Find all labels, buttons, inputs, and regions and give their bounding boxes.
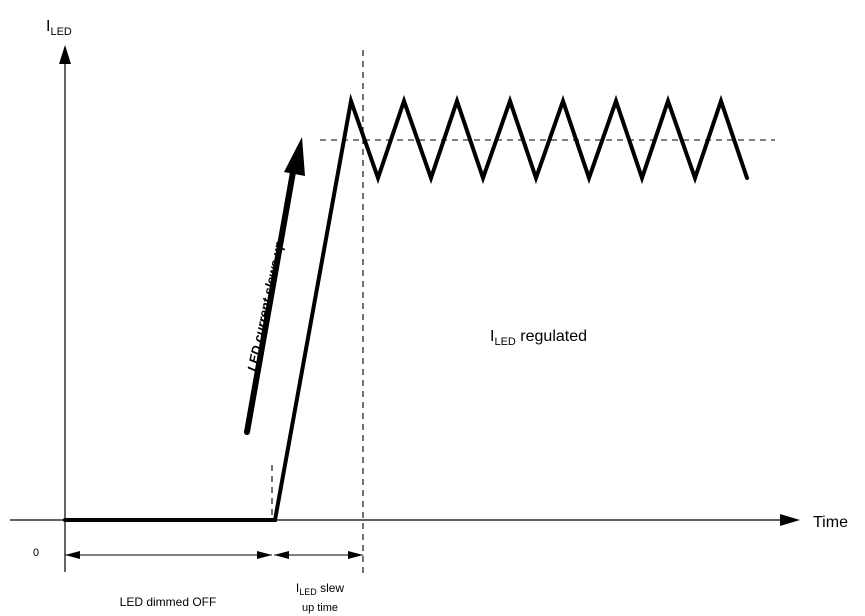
y-axis-label: ILED bbox=[46, 18, 72, 38]
slew-arrow-shaft bbox=[244, 169, 296, 435]
dimmed-arrow-left bbox=[65, 551, 80, 559]
slew-time-label-line2: up time bbox=[302, 602, 338, 614]
slew-arrow-head bbox=[284, 137, 305, 176]
x-axis-label: Time bbox=[813, 514, 848, 531]
dimmed-label: LED dimmed OFF bbox=[120, 595, 217, 609]
slew-arrow-right bbox=[348, 551, 363, 559]
regulated-label: ILED regulated bbox=[490, 328, 587, 348]
slew-arrow-label: LED current slews up bbox=[244, 239, 286, 372]
slew-time-label: ILED slew bbox=[296, 581, 345, 597]
y-axis-arrowhead bbox=[59, 45, 71, 64]
slew-arrow-left bbox=[274, 551, 289, 559]
led-current-waveform bbox=[63, 93, 749, 522]
x-axis-arrowhead bbox=[780, 514, 800, 526]
origin-label: 0 bbox=[33, 547, 39, 559]
dimmed-arrow-right bbox=[257, 551, 272, 559]
